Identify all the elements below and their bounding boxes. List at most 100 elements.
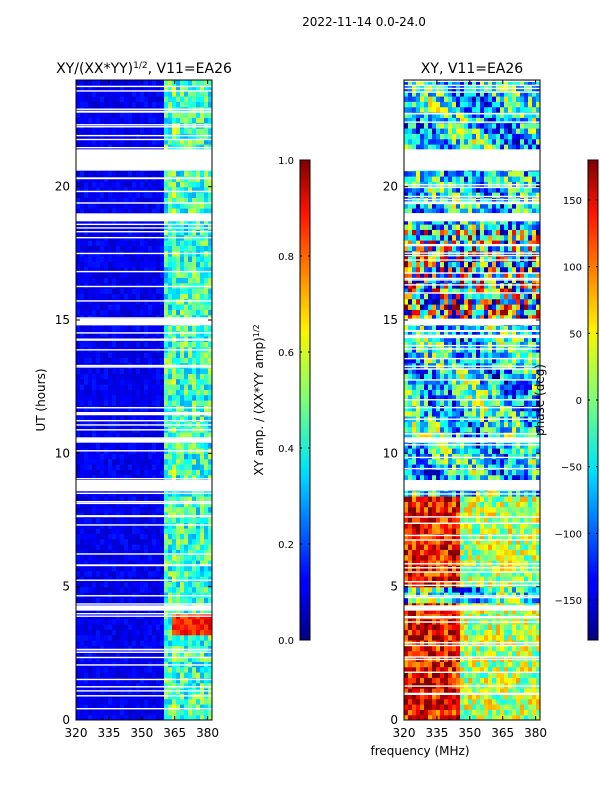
amp-heatmap-cell xyxy=(168,555,173,561)
amp-heatmap-cell xyxy=(156,309,161,315)
amp-heatmap-cell xyxy=(128,144,133,150)
phase-heatmap-cell xyxy=(404,645,409,651)
amp-heatmap-cell xyxy=(188,379,193,385)
phase-heatmap-cell xyxy=(416,635,421,641)
amp-heatmap-cell xyxy=(136,325,141,331)
amp-heatmap-cell xyxy=(184,101,189,107)
amp-heatmap-cell xyxy=(120,96,125,102)
phase-heatmap-cell xyxy=(472,677,477,683)
amp-heatmap-cell xyxy=(204,555,209,561)
amp-heatmap-cell xyxy=(88,619,93,625)
amp-heatmap-cell xyxy=(204,635,209,641)
amp-heatmap-cell xyxy=(120,469,125,475)
amp-heatmap-cell xyxy=(192,597,197,603)
amp-heatmap-cell xyxy=(112,341,117,347)
amp-heatmap-cell xyxy=(104,699,109,705)
amp-heatmap-cell xyxy=(116,667,121,673)
amp-heatmap-cell xyxy=(112,293,117,299)
amp-heatmap-cell xyxy=(112,171,117,177)
amp-heatmap-cell xyxy=(136,256,141,262)
amp-heatmap-cell xyxy=(144,80,149,86)
amp-heatmap-cell xyxy=(156,459,161,465)
phase-heatmap-cell xyxy=(532,635,537,641)
phase-heatmap-cell xyxy=(464,709,469,715)
amp-heatmap-cell xyxy=(188,459,193,465)
amp-heatmap-cell xyxy=(180,400,185,406)
amp-heatmap-cell xyxy=(124,341,129,347)
amp-heatmap-cell xyxy=(176,565,181,571)
amp-heatmap-cell xyxy=(140,672,145,678)
amp-heatmap-cell xyxy=(168,293,173,299)
phase-heatmap-cell xyxy=(532,624,537,630)
amp-heatmap-cell xyxy=(76,261,81,267)
amp-heatmap-cell xyxy=(100,624,105,630)
amp-heatmap-cell xyxy=(84,699,89,705)
amp-heatmap-cell xyxy=(200,565,205,571)
amp-heatmap-cell xyxy=(92,576,97,582)
amp-heatmap-cell xyxy=(96,128,101,134)
amp-heatmap-cell xyxy=(168,208,173,214)
amp-heatmap-cell xyxy=(160,256,165,262)
amp-heatmap-cell xyxy=(108,277,113,283)
amp-heatmap-cell xyxy=(124,555,129,561)
amp-heatmap-cell xyxy=(128,277,133,283)
amp-heatmap-cell xyxy=(104,571,109,577)
amp-heatmap-cell xyxy=(104,325,109,331)
amp-heatmap-cell xyxy=(84,117,89,123)
amp-heatmap-cell xyxy=(200,341,205,347)
amp-heatmap-cell xyxy=(180,384,185,390)
phase-heatmap-cell xyxy=(420,699,425,705)
amp-heatmap-cell xyxy=(132,517,137,523)
phase-heatmap-cell xyxy=(464,651,469,657)
phase-heatmap-cell xyxy=(512,661,517,667)
amp-heatmap-cell xyxy=(116,683,121,689)
amp-heatmap-cell xyxy=(172,576,177,582)
amp-heatmap-cell xyxy=(92,331,97,337)
amp-heatmap-cell xyxy=(144,245,149,251)
amp-heatmap-cell xyxy=(108,117,113,123)
amp-heatmap-cell xyxy=(152,395,157,401)
amp-heatmap-cell xyxy=(180,283,185,289)
amp-heatmap-cell xyxy=(144,128,149,134)
amp-heatmap-cell xyxy=(104,128,109,134)
phase-heatmap-cell xyxy=(480,635,485,641)
amp-heatmap-cell xyxy=(116,288,121,294)
amp-heatmap-cell xyxy=(172,709,177,715)
amp-heatmap-cell xyxy=(184,112,189,118)
amp-heatmap-cell xyxy=(76,475,81,481)
amp-heatmap-cell xyxy=(160,112,165,118)
amp-heatmap-cell xyxy=(92,272,97,278)
amp-heatmap-cell xyxy=(196,272,201,278)
phase-heatmap-cell xyxy=(440,635,445,641)
amp-heatmap-cell xyxy=(96,331,101,337)
amp-heatmap-cell xyxy=(124,128,129,134)
amp-heatmap-cell xyxy=(116,112,121,118)
amp-heatmap-cell xyxy=(80,629,85,635)
amp-heatmap-cell xyxy=(76,592,81,598)
amp-heatmap-cell xyxy=(112,101,117,107)
amp-heatmap-cell xyxy=(116,325,121,331)
amp-heatmap-cell xyxy=(88,379,93,385)
amp-heatmap-cell xyxy=(120,459,125,465)
amp-heatmap-cell xyxy=(204,587,209,593)
amp-heatmap-cell xyxy=(160,80,165,86)
amp-heatmap-cell xyxy=(192,208,197,214)
amp-heatmap-cell xyxy=(120,304,125,310)
amp-heatmap-cell xyxy=(108,677,113,683)
amp-heatmap-cell xyxy=(188,80,193,86)
amp-heatmap-cell xyxy=(140,357,145,363)
amp-heatmap-cell xyxy=(164,576,169,582)
amp-heatmap-cell xyxy=(184,283,189,289)
amp-heatmap-cell xyxy=(144,272,149,278)
amp-heatmap-cell xyxy=(180,245,185,251)
phase-heatmap-cell xyxy=(416,677,421,683)
amp-heatmap-cell xyxy=(80,395,85,401)
amp-heatmap-cell xyxy=(120,101,125,107)
amp-heatmap-cell xyxy=(184,395,189,401)
amp-heatmap-cell xyxy=(84,400,89,406)
amp-heatmap-cell xyxy=(104,240,109,246)
amp-heatmap-cell xyxy=(104,635,109,641)
amp-heatmap-cell xyxy=(120,171,125,177)
amp-heatmap-cell xyxy=(156,181,161,187)
amp-heatmap-cell xyxy=(132,539,137,545)
